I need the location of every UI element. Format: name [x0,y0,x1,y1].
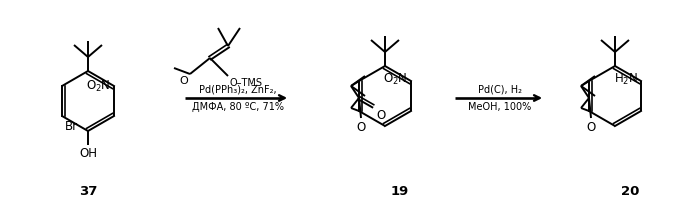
Text: O: O [586,121,596,134]
Text: O$_2$N: O$_2$N [383,71,408,87]
Text: Pd(C), H₂: Pd(C), H₂ [478,84,522,94]
Text: O: O [356,121,366,134]
Text: H$_2$N: H$_2$N [614,71,638,87]
Text: 20: 20 [621,185,639,198]
Text: O: O [376,109,385,122]
Text: O$_2$N: O$_2$N [86,78,111,94]
Text: 19: 19 [391,185,409,198]
Text: Br: Br [65,120,78,133]
Text: Pd(PPh₃)₂, ZnF₂,: Pd(PPh₃)₂, ZnF₂, [199,84,276,94]
Text: O–TMS: O–TMS [230,78,263,88]
Text: ДМФА, 80 ºC, 71%: ДМФА, 80 ºC, 71% [192,102,284,112]
Text: MeOH, 100%: MeOH, 100% [468,102,532,112]
Text: 37: 37 [79,185,97,198]
Text: OH: OH [79,147,97,160]
Text: O: O [179,76,188,86]
